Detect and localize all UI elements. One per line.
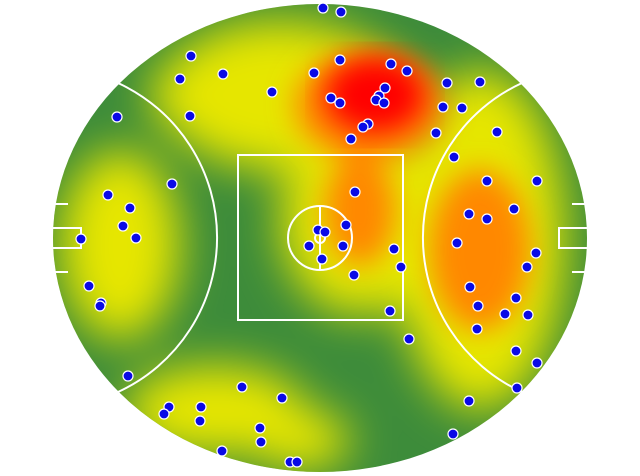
event-marker [111,111,123,123]
event-marker [499,308,511,320]
heat-region [250,410,350,470]
event-marker [349,186,361,198]
event-marker [194,415,206,427]
event-marker [216,445,228,457]
event-marker [456,102,468,114]
event-marker [83,280,95,292]
event-marker [474,76,486,88]
event-marker [174,73,186,85]
event-marker [441,77,453,89]
event-marker [334,97,346,109]
event-marker [117,220,129,232]
event-marker [463,208,475,220]
event-marker [508,203,520,215]
event-marker [348,269,360,281]
event-marker [378,97,390,109]
event-marker [166,178,178,190]
event-marker [340,219,352,231]
event-marker [337,240,349,252]
event-marker [291,456,303,468]
event-marker [236,381,248,393]
event-marker [464,281,476,293]
event-marker [510,345,522,357]
event-marker [447,428,459,440]
event-marker [481,213,493,225]
event-marker [388,243,400,255]
event-marker [319,226,331,238]
event-marker [266,86,278,98]
event-marker [510,292,522,304]
centre-square [237,154,404,321]
event-marker [401,65,413,77]
event-marker [395,261,407,273]
event-marker [185,50,197,62]
event-marker [403,333,415,345]
heat-region [325,155,395,265]
event-marker [471,323,483,335]
event-marker [276,392,288,404]
event-marker [195,401,207,413]
event-marker [357,121,369,133]
event-marker [379,82,391,94]
event-marker [102,189,114,201]
event-marker [385,58,397,70]
event-marker [325,92,337,104]
event-marker [463,395,475,407]
event-marker [255,436,267,448]
right-goal-square [558,227,587,249]
event-marker [335,6,347,18]
event-marker [437,101,449,113]
event-marker [158,408,170,420]
heat-region [430,170,530,330]
event-marker [217,68,229,80]
event-marker [451,237,463,249]
event-marker [94,300,106,312]
left-fifty-arc [117,82,219,393]
event-marker [531,175,543,187]
heat-region [150,55,250,135]
event-marker [316,253,328,265]
event-marker [124,202,136,214]
heat-region [60,150,180,340]
event-marker [317,2,329,14]
event-marker [334,54,346,66]
event-marker [430,127,442,139]
event-marker [531,357,543,369]
event-marker [75,233,87,245]
event-markers [75,2,543,468]
event-marker [345,133,357,145]
event-marker [308,67,320,79]
event-marker [491,126,503,138]
event-marker [130,232,142,244]
event-marker [481,175,493,187]
event-marker [303,240,315,252]
event-marker [530,247,542,259]
event-marker [472,300,484,312]
right-fifty-arc [421,82,523,393]
event-marker [448,151,460,163]
event-marker [522,309,534,321]
event-marker [122,370,134,382]
event-marker [254,422,266,434]
event-marker [511,382,523,394]
event-marker [184,110,196,122]
event-marker [521,261,533,273]
event-marker [384,305,396,317]
